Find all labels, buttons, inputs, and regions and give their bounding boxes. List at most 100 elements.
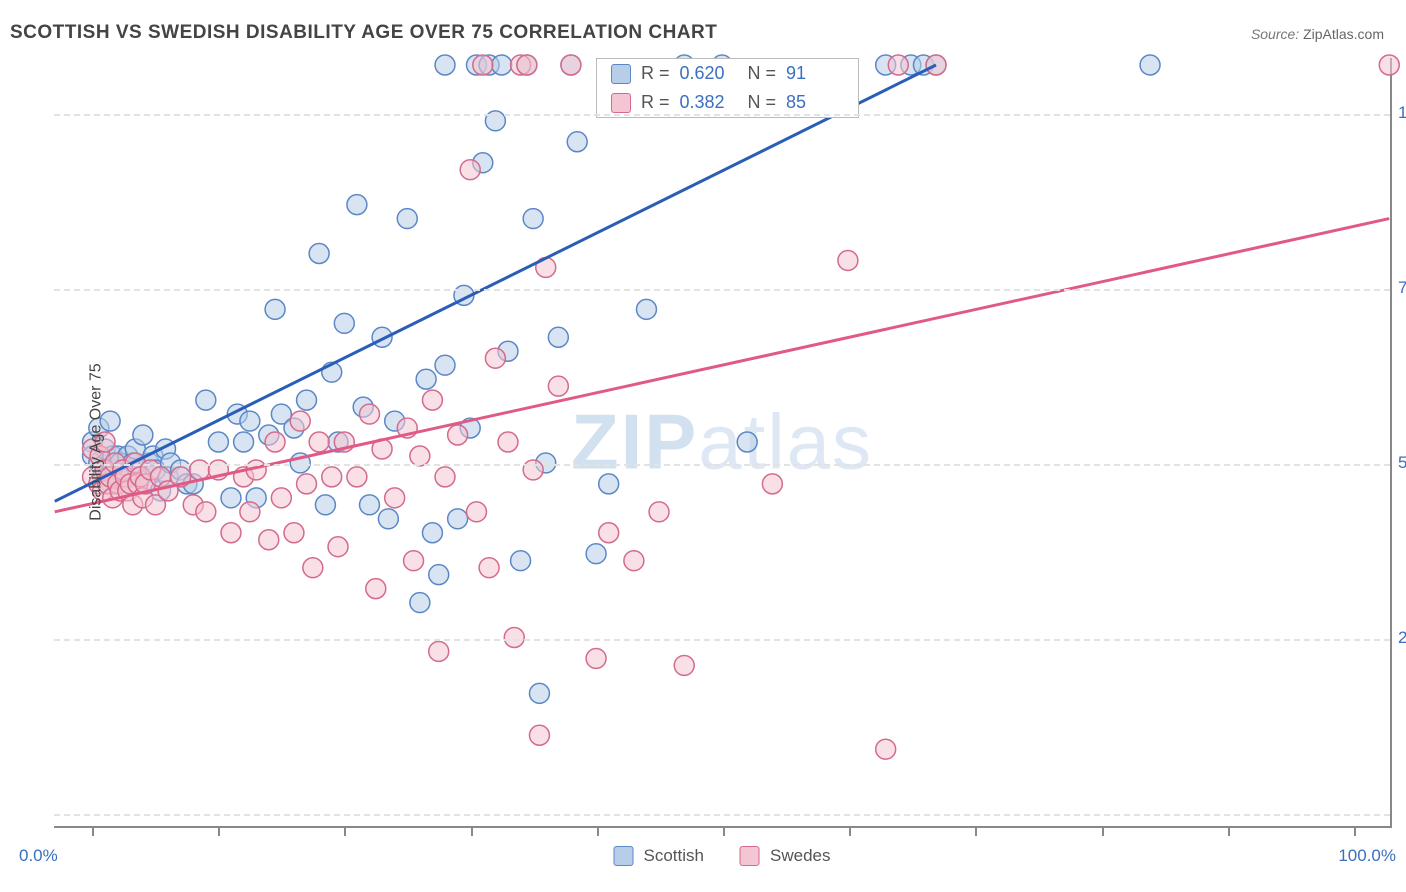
gridline — [54, 464, 1390, 466]
data-point-scottish — [492, 55, 512, 75]
data-point-scottish — [410, 593, 430, 613]
legend-label-swedes: Swedes — [770, 846, 830, 866]
data-point-swedes — [410, 446, 430, 466]
data-point-scottish — [315, 495, 335, 515]
data-point-scottish — [435, 55, 455, 75]
data-point-swedes — [599, 523, 619, 543]
data-point-swedes — [762, 474, 782, 494]
x-tick — [975, 826, 977, 836]
x-tick — [723, 826, 725, 836]
x-tick — [1102, 826, 1104, 836]
data-point-swedes — [876, 739, 896, 759]
data-point-swedes — [309, 432, 329, 452]
data-point-scottish — [422, 523, 442, 543]
data-point-scottish — [334, 313, 354, 333]
swatch-scottish — [611, 64, 631, 84]
data-point-swedes — [221, 523, 241, 543]
x-axis-label-min: 0.0% — [19, 846, 58, 866]
data-point-swedes — [523, 460, 543, 480]
data-point-swedes — [190, 460, 210, 480]
source-label: Source: — [1251, 26, 1299, 42]
data-point-swedes — [297, 474, 317, 494]
data-point-swedes — [838, 250, 858, 270]
data-point-swedes — [586, 648, 606, 668]
data-point-swedes — [328, 537, 348, 557]
data-point-scottish — [360, 495, 380, 515]
data-point-swedes — [473, 55, 493, 75]
legend-label-scottish: Scottish — [644, 846, 704, 866]
data-point-swedes — [460, 160, 480, 180]
data-point-swedes — [649, 502, 669, 522]
data-point-swedes — [271, 488, 291, 508]
data-point-swedes — [926, 55, 946, 75]
data-point-scottish — [529, 683, 549, 703]
data-point-swedes — [347, 467, 367, 487]
x-axis-label-max: 100.0% — [1338, 846, 1396, 866]
data-point-scottish — [511, 551, 531, 571]
x-tick — [1354, 826, 1356, 836]
legend-item-scottish: Scottish — [614, 846, 704, 866]
data-point-scottish — [636, 299, 656, 319]
data-point-scottish — [416, 369, 436, 389]
y-axis-title: Disability Age Over 75 — [88, 363, 106, 520]
data-point-swedes — [404, 551, 424, 571]
data-point-swedes — [561, 55, 581, 75]
data-point-scottish — [234, 432, 254, 452]
r-value-scottish: 0.620 — [680, 63, 738, 84]
data-point-swedes — [517, 55, 537, 75]
x-tick — [471, 826, 473, 836]
data-point-swedes — [548, 376, 568, 396]
data-point-swedes — [284, 523, 304, 543]
data-point-swedes — [467, 502, 487, 522]
data-point-swedes — [385, 488, 405, 508]
data-point-swedes — [674, 655, 694, 675]
data-point-scottish — [378, 509, 398, 529]
data-point-swedes — [196, 502, 216, 522]
data-point-swedes — [303, 558, 323, 578]
data-point-swedes — [290, 411, 310, 431]
data-point-swedes — [1379, 55, 1399, 75]
data-point-scottish — [133, 425, 153, 445]
y-tick-label: 25.0% — [1398, 628, 1406, 648]
data-point-scottish — [567, 132, 587, 152]
data-point-swedes — [485, 348, 505, 368]
stats-legend: R = 0.620 N = 91 R = 0.382 N = 85 — [596, 58, 859, 118]
gridline — [54, 114, 1390, 116]
data-point-scottish — [208, 432, 228, 452]
data-point-scottish — [347, 195, 367, 215]
data-point-swedes — [429, 641, 449, 661]
x-tick — [344, 826, 346, 836]
swatch-swedes — [611, 93, 631, 113]
data-point-swedes — [422, 390, 442, 410]
data-point-swedes — [322, 467, 342, 487]
data-point-scottish — [221, 488, 241, 508]
x-tick — [218, 826, 220, 836]
data-point-swedes — [240, 502, 260, 522]
plot-area: ZIPatlas Disability Age Over 75 R = 0.62… — [54, 58, 1392, 828]
data-point-scottish — [265, 299, 285, 319]
chart-source: Source: ZipAtlas.com — [1251, 26, 1384, 42]
chart-title: SCOTTISH VS SWEDISH DISABILITY AGE OVER … — [10, 22, 717, 44]
data-point-scottish — [297, 390, 317, 410]
y-tick-label: 75.0% — [1398, 278, 1406, 298]
data-point-scottish — [548, 327, 568, 347]
data-point-scottish — [599, 474, 619, 494]
plot-svg — [54, 58, 1390, 826]
data-point-scottish — [397, 209, 417, 229]
data-point-scottish — [1140, 55, 1160, 75]
data-point-scottish — [586, 544, 606, 564]
gridline — [54, 289, 1390, 291]
source-name: ZipAtlas.com — [1303, 26, 1384, 42]
data-point-swedes — [360, 404, 380, 424]
gridline — [54, 639, 1390, 641]
bottom-legend: Scottish Swedes — [614, 846, 831, 866]
r-value-swedes: 0.382 — [680, 92, 738, 113]
n-value-swedes: 85 — [786, 92, 844, 113]
data-point-swedes — [504, 628, 524, 648]
stats-row-swedes: R = 0.382 N = 85 — [597, 88, 858, 117]
data-point-scottish — [429, 565, 449, 585]
data-point-swedes — [479, 558, 499, 578]
x-tick — [92, 826, 94, 836]
chart-canvas: SCOTTISH VS SWEDISH DISABILITY AGE OVER … — [0, 0, 1406, 892]
data-point-scottish — [737, 432, 757, 452]
